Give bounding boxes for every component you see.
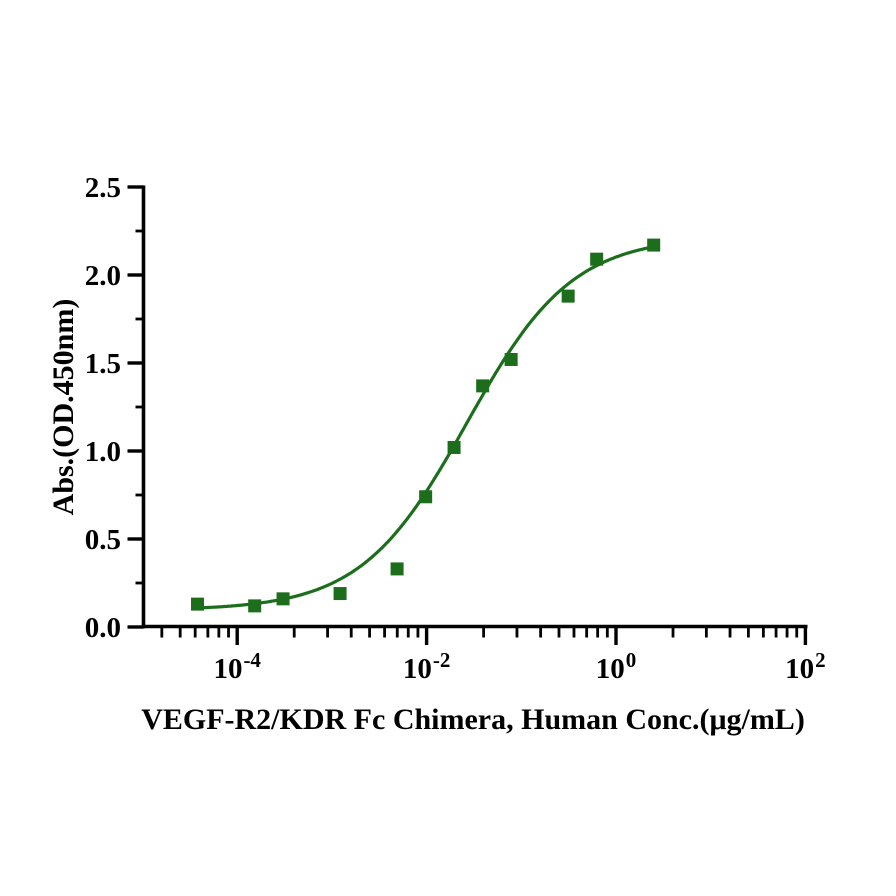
x-axis-title: VEGF-R2/KDR Fc Chimera, Human Conc.(μg/m…: [141, 703, 805, 736]
y-major-ticks: [127, 185, 144, 629]
y-tick-labels: 0.0 0.5 1.0 1.5 2.0 2.5: [85, 172, 121, 644]
y-minor-ticks: [135, 229, 144, 585]
data-point-marker: [191, 597, 205, 611]
data-point-marker: [390, 562, 404, 576]
y-axis: 0.0 0.5 1.0 1.5 2.0 2.5: [85, 172, 146, 644]
fit-curve-line: [193, 245, 653, 610]
data-point-marker: [504, 352, 518, 366]
y-tick-label: 1.0: [85, 436, 121, 468]
data-point-marker: [419, 490, 433, 504]
x-tick-label: 102: [785, 648, 826, 685]
y-tick-label: 2.5: [85, 172, 121, 204]
y-tick-label: 0.5: [85, 524, 121, 556]
x-minor-ticks: [160, 626, 799, 638]
x-major-ticks: [235, 626, 808, 645]
y-tick-label: 1.5: [85, 348, 121, 380]
x-tick-labels: 10-4 10-2 100 102: [213, 648, 825, 685]
y-tick-label: 2.0: [85, 260, 121, 292]
data-point-marker: [590, 252, 604, 266]
x-tick-label: 10-4: [213, 648, 261, 685]
data-point-marker: [476, 379, 490, 393]
y-axis-title: Abs.(OD.450nm): [47, 299, 80, 516]
x-axis: 10-4 10-2 100 102: [141, 624, 826, 685]
data-points: [191, 238, 661, 613]
data-point-marker: [333, 587, 347, 601]
data-point-marker: [248, 599, 262, 613]
y-tick-label: 0.0: [85, 612, 121, 644]
x-tick-label: 100: [596, 648, 637, 685]
data-point-marker: [561, 289, 575, 303]
data-point-marker: [647, 238, 661, 252]
x-tick-label: 10-2: [403, 648, 451, 685]
data-point-marker: [447, 440, 461, 454]
data-point-marker: [276, 592, 290, 606]
